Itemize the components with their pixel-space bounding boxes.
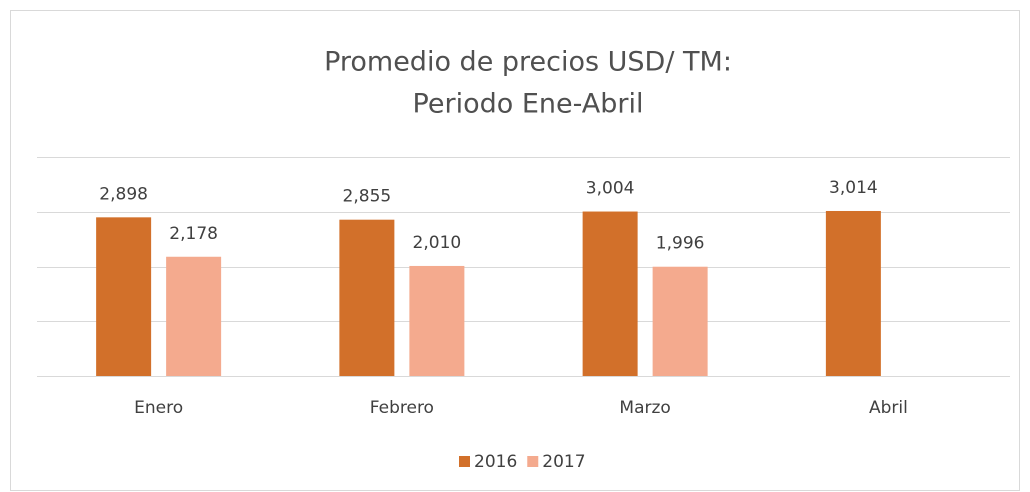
chart-title: Periodo Ene-Abril [413, 89, 644, 120]
bar [652, 266, 708, 376]
data-label: 3,004 [586, 179, 635, 199]
bar [825, 210, 881, 376]
data-label: 2,855 [343, 187, 392, 207]
bar [339, 219, 395, 376]
data-label: 3,014 [829, 178, 878, 198]
legend-label: 2016 [474, 452, 517, 472]
data-label: 2,178 [169, 224, 218, 244]
data-label: 2,010 [413, 233, 462, 253]
bar [582, 211, 638, 376]
bar [409, 265, 465, 376]
legend-swatch [459, 456, 470, 467]
data-label: 1,996 [656, 234, 705, 254]
x-tick-label: Abril [869, 398, 908, 418]
chart-title: Promedio de precios USD/ TM: [324, 47, 732, 78]
x-tick-label: Enero [134, 398, 183, 418]
bar [96, 217, 152, 376]
legend-swatch [527, 456, 539, 467]
data-label: 2,898 [99, 184, 148, 204]
bar [166, 256, 222, 376]
x-tick-label: Febrero [370, 398, 434, 418]
legend-label: 2017 [542, 452, 585, 472]
x-tick-label: Marzo [619, 398, 670, 418]
